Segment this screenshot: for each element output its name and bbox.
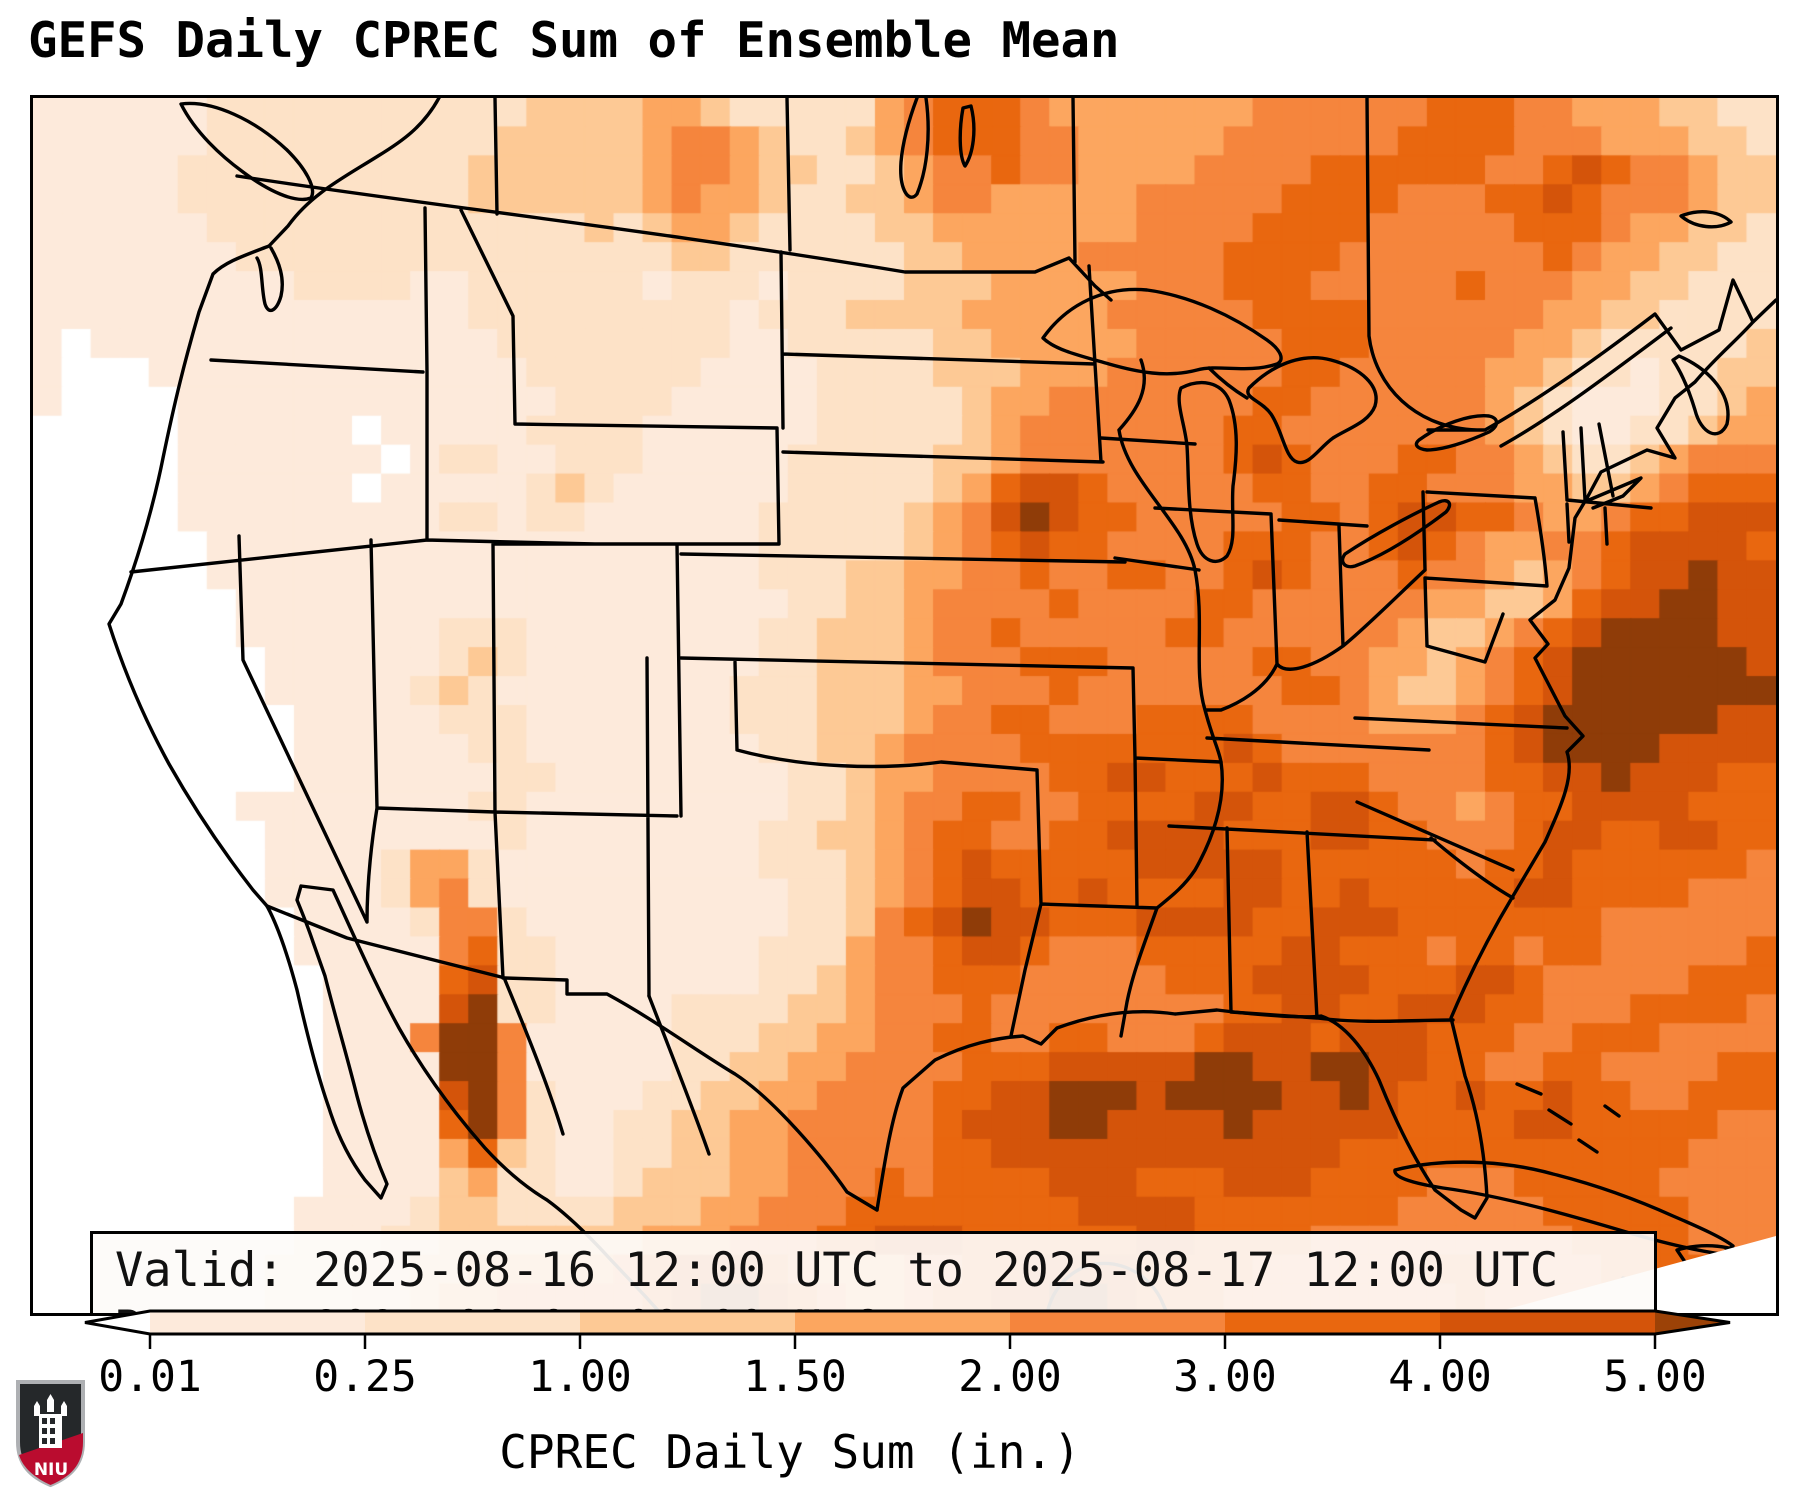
colorbar-tick-label: 5.00 [1603, 1352, 1707, 1402]
pacific-coastline [107, 98, 663, 1313]
colorbar-tick-label: 4.00 [1388, 1352, 1492, 1402]
geography-borders-overlay [107, 98, 1776, 1313]
niu-castle-icon [34, 1394, 67, 1448]
map-frame: Valid: 2025-08-16 12:00 UTC to 2025-08-1… [30, 95, 1779, 1316]
colorbar-segment [580, 1311, 795, 1334]
niu-logo: NIU [16, 1380, 85, 1488]
niu-shield-red-band [19, 1433, 83, 1485]
colorbar-over-arrow [1655, 1311, 1730, 1334]
colorbar-under-arrow [85, 1311, 150, 1334]
colorbar-tick-label: 0.01 [98, 1352, 202, 1402]
colorbar-segment [365, 1311, 580, 1334]
colorbar-segment [795, 1311, 1010, 1334]
valid-time-text: Valid: 2025-08-16 12:00 UTC to 2025-08-1… [115, 1243, 1559, 1298]
colorbar-segment [150, 1311, 365, 1334]
info-box: Valid: 2025-08-16 12:00 UTC to 2025-08-1… [90, 1231, 1657, 1313]
gulf-atlantic-coastline [875, 298, 1776, 1220]
state-borders-east [1099, 358, 1653, 1038]
chart-title: GEFS Daily CPREC Sum of Ensemble Mean [28, 12, 1120, 69]
colorbar-segment [1225, 1311, 1440, 1334]
colorbar-segment [1440, 1311, 1655, 1334]
colorbar-tick-label: 1.00 [528, 1352, 632, 1402]
colorbar-axis-label: CPREC Daily Sum (in.) [499, 1425, 1081, 1479]
great-lakes-outlines [1041, 287, 1499, 569]
colorbar-tick-label: 2.00 [958, 1352, 1062, 1402]
colorbar-tick-label: 3.00 [1173, 1352, 1277, 1402]
colorbar-segment [1010, 1311, 1225, 1334]
colorbar-tick-label: 1.50 [743, 1352, 847, 1402]
colorbar [84, 1309, 1731, 1349]
us-canada-border [235, 98, 1755, 448]
map-plot-area: Valid: 2025-08-16 12:00 UTC to 2025-08-1… [33, 98, 1776, 1313]
niu-logo-text: NIU [34, 1460, 68, 1480]
state-borders-west [129, 206, 1223, 1038]
canadian-lakes-islands [899, 98, 1733, 436]
us-mexico-border [265, 904, 879, 1212]
colorbar-tick-label: 0.25 [313, 1352, 417, 1402]
vancouver-island-outline [179, 101, 315, 313]
precipitation-heatmap-canvas [33, 98, 1776, 1313]
mexico-state-borders [503, 978, 711, 1156]
